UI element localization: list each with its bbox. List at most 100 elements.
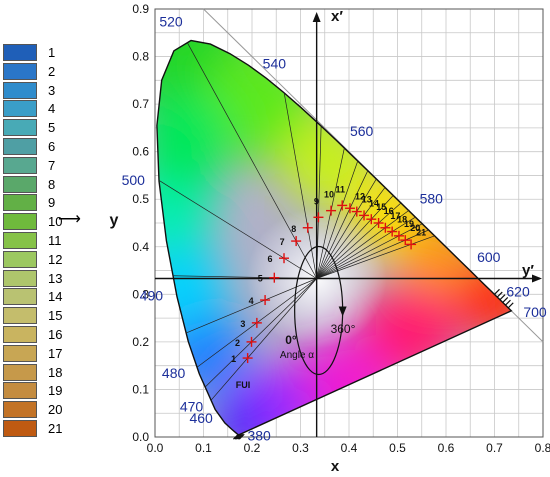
fui-label: FUI xyxy=(236,380,251,390)
fui-radial-line xyxy=(283,92,317,279)
fui-class-label: 14 xyxy=(369,198,379,208)
fui-radial-line xyxy=(316,126,322,279)
fui-radial-line xyxy=(316,235,435,279)
fui-radial-line xyxy=(316,194,394,279)
fui-radial-line xyxy=(186,42,317,279)
plot-grid: 0.0 0.1 0.2 0.3 0.4 0.5 0.6 0.7 0.8 0.0 0.1 0.2 0.3 0… xyxy=(132,2,550,455)
legend-label: 3 xyxy=(48,82,56,98)
legend-swatch xyxy=(3,363,37,381)
fui-class-label: 4 xyxy=(249,296,254,306)
fui-class-label: 15 xyxy=(376,202,386,212)
angle-alpha-label: Angle α xyxy=(280,350,314,361)
hue-blob xyxy=(207,397,268,435)
y-tick-label: 0.6 xyxy=(132,145,149,159)
wavelength-label: 480 xyxy=(162,365,186,381)
x-tick-label: 0.7 xyxy=(486,441,503,455)
legend-label: 7 xyxy=(48,157,56,173)
locus-tick xyxy=(234,433,241,440)
legend-item-17: 17 xyxy=(3,344,93,362)
legend-swatch xyxy=(3,100,37,118)
locus-tick xyxy=(502,296,509,303)
legend-swatch xyxy=(3,44,37,61)
fui-radial-line xyxy=(316,216,417,279)
locus-tick xyxy=(235,433,242,440)
legend-item-3: 3 xyxy=(3,81,93,99)
legend-arrow: ⟶ xyxy=(58,211,81,228)
legend-label: 2 xyxy=(48,63,56,79)
fui-radial-line xyxy=(316,160,359,279)
angle-360-label: 360° xyxy=(331,322,356,336)
legend-swatch xyxy=(3,175,37,193)
y-prime-label: y′ xyxy=(522,262,534,279)
wavelength-label: 700 xyxy=(523,304,547,320)
wavelength-label: 580 xyxy=(420,191,444,207)
fui-radial-line xyxy=(158,179,317,279)
legend-swatch xyxy=(3,62,37,80)
legend-label: 4 xyxy=(48,101,56,117)
fui-class-label: 11 xyxy=(335,184,345,194)
legend-label: 11 xyxy=(48,233,62,248)
fui-class-label: 21 xyxy=(416,227,426,237)
fui-radial-line xyxy=(316,209,410,279)
legend-item-16: 16 xyxy=(3,326,93,343)
wavelength-label: 520 xyxy=(159,13,183,29)
fui-radial-line xyxy=(185,278,317,334)
fui-radial-line xyxy=(316,202,402,279)
fui-class-label: 13 xyxy=(362,195,372,205)
fui-class-label: 1 xyxy=(231,354,236,364)
locus-tick xyxy=(494,288,500,295)
legend-label: 1 xyxy=(48,45,56,60)
legend-swatch xyxy=(3,81,37,99)
legend-swatch xyxy=(3,232,37,249)
legend-swatch xyxy=(3,326,37,343)
legend-item-9: 9 xyxy=(3,194,93,212)
legend-item-4: 4 xyxy=(3,100,93,118)
angle-arrowhead xyxy=(338,306,347,317)
wavelength-label: 380 xyxy=(247,428,271,444)
legend-swatch xyxy=(3,194,37,212)
legend-item-10: 10 xyxy=(3,213,93,231)
legend-swatch xyxy=(3,401,37,419)
wavelength-label: 560 xyxy=(350,123,374,139)
x-tick-label: 0.0 xyxy=(147,441,164,455)
legend-item-13: 13 xyxy=(3,269,93,287)
legend-label: 18 xyxy=(48,364,63,380)
legend-label: 17 xyxy=(48,345,63,361)
fui-radial-line xyxy=(316,223,424,279)
y-axis-label: y xyxy=(110,212,119,229)
fui-radial-line xyxy=(316,186,386,279)
legend-swatch xyxy=(3,269,37,287)
wavelength-label: 500 xyxy=(122,172,146,188)
fui-class-label: 20 xyxy=(410,223,420,233)
legend-swatch xyxy=(3,156,37,174)
legend-label: 21 xyxy=(48,421,63,436)
fui-radial-line xyxy=(210,278,317,402)
wavelength-label: 540 xyxy=(263,55,287,71)
legend-item-7: 7 xyxy=(3,156,93,174)
x-tick-label: 0.5 xyxy=(389,441,406,455)
fui-class-label: 7 xyxy=(280,237,285,247)
wavelength-label: 600 xyxy=(477,249,501,265)
wavelength-label: 490 xyxy=(140,288,164,304)
plot-frame xyxy=(154,8,544,438)
fui-class-label: 9 xyxy=(314,196,319,206)
locus-tick xyxy=(507,302,514,309)
fui-class-label: 5 xyxy=(258,274,263,284)
legend-swatch xyxy=(3,213,37,231)
legend-swatch xyxy=(3,250,37,268)
x-prime-arrowhead xyxy=(312,12,321,22)
fui-radial-line xyxy=(316,178,377,279)
angle-zero-label: 0° xyxy=(285,333,297,347)
x-tick-label: 0.6 xyxy=(438,441,455,455)
y-tick-label: 0.1 xyxy=(132,382,149,396)
y-tick-label: 0.2 xyxy=(132,335,149,349)
locus-tick xyxy=(238,433,245,440)
x-axis-label: x xyxy=(331,458,340,475)
legend-item-14: 14 xyxy=(3,288,93,306)
x-prime-label: x′ xyxy=(331,8,343,25)
y-tick-label: 0.3 xyxy=(132,287,149,301)
fui-class-label: 12 xyxy=(355,191,365,201)
fui-class-label: 8 xyxy=(291,224,296,234)
legend-item-5: 5 xyxy=(3,119,93,137)
x-tick-label: 0.4 xyxy=(341,441,358,455)
